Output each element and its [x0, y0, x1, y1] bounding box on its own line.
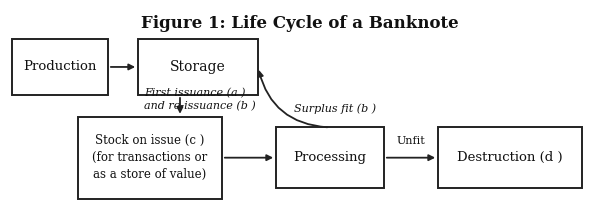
Text: Surplus fit (b ): Surplus fit (b ) [294, 104, 376, 114]
Text: First issuance (a )
and re-issuance (b ): First issuance (a ) and re-issuance (b ) [144, 88, 256, 111]
Text: Unfit: Unfit [397, 136, 425, 146]
Text: Destruction (d ): Destruction (d ) [457, 151, 563, 164]
Text: Production: Production [23, 60, 97, 73]
FancyBboxPatch shape [138, 39, 258, 95]
FancyBboxPatch shape [438, 127, 582, 188]
FancyBboxPatch shape [12, 39, 108, 95]
Text: Figure 1: Life Cycle of a Banknote: Figure 1: Life Cycle of a Banknote [141, 15, 459, 32]
Text: Stock on issue (c )
(for transactions or
as a store of value): Stock on issue (c ) (for transactions or… [92, 134, 208, 181]
FancyArrowPatch shape [258, 72, 327, 127]
Text: Storage: Storage [170, 60, 226, 74]
FancyBboxPatch shape [276, 127, 384, 188]
FancyBboxPatch shape [78, 117, 222, 199]
Text: Processing: Processing [293, 151, 367, 164]
